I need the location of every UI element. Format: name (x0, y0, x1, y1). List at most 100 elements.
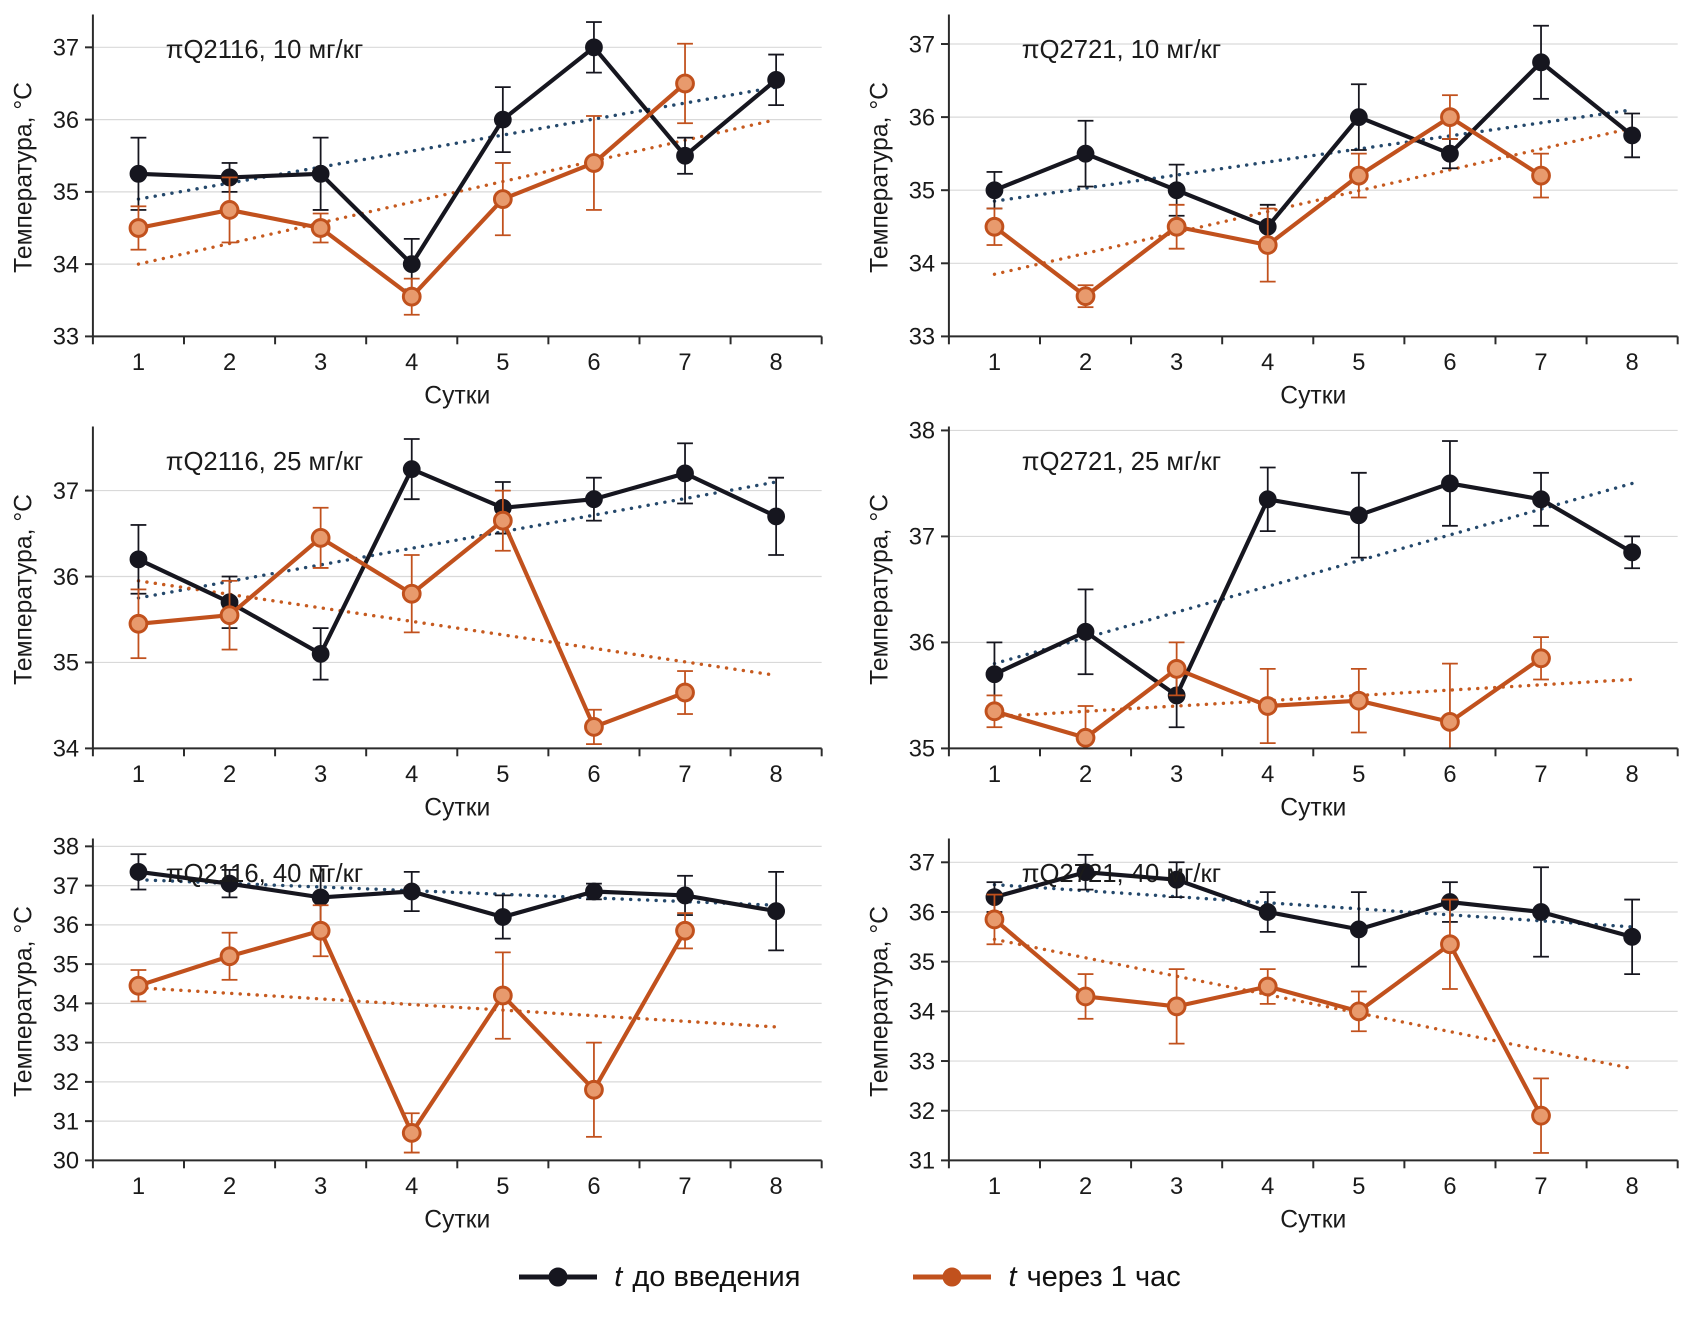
x-tick-label: 5 (1352, 1174, 1365, 1200)
data-point (1348, 690, 1369, 711)
data-point (675, 73, 695, 94)
data-point (676, 146, 694, 165)
series-after (984, 94, 1551, 309)
x-tick-label: 5 (496, 1174, 509, 1200)
legend-label-after-prefix: t (1008, 1260, 1017, 1293)
y-tick-label: 34 (908, 1000, 934, 1026)
chart-title: πQ2721, 10 мг/кг (1021, 36, 1220, 64)
data-point (1257, 696, 1278, 716)
x-tick-label: 7 (678, 762, 691, 788)
x-tick-label: 8 (1625, 762, 1638, 788)
trend-line (136, 117, 778, 266)
data-point (1076, 622, 1094, 641)
x-tick-label: 1 (132, 350, 145, 376)
data-point (1622, 927, 1641, 946)
x-tick-label: 4 (1261, 762, 1274, 788)
y-tick-label: 37 (53, 36, 79, 62)
x-tick-label: 3 (314, 350, 327, 376)
x-tick-label: 6 (587, 1174, 600, 1200)
y-tick-label: 34 (53, 737, 79, 763)
series-after (984, 636, 1551, 750)
data-point (1167, 181, 1186, 200)
data-point (1349, 920, 1368, 939)
data-point (401, 583, 422, 604)
y-axis-label: Температура, °С (866, 82, 893, 273)
x-tick-label: 4 (1261, 350, 1274, 376)
data-point (984, 701, 1004, 722)
y-tick-label: 31 (908, 1149, 934, 1175)
x-tick-label: 2 (1078, 762, 1091, 788)
chart-pq2721-40mg: 31 32 33 34 35 36 37 1 2 3 4 5 6 7 8 Сутки Температура, … (862, 828, 1692, 1240)
chart-title: πQ2116, 40 мг/кг (166, 860, 363, 888)
data-point (311, 164, 330, 183)
data-point (984, 909, 1004, 930)
data-point (220, 874, 239, 893)
data-point (1075, 986, 1095, 1007)
x-tick-label: 3 (314, 762, 327, 788)
x-tick-label: 5 (496, 762, 509, 788)
x-tick-label: 5 (1352, 762, 1365, 788)
x-tick-label: 4 (405, 762, 418, 788)
y-tick-label: 36 (53, 565, 79, 591)
y-tick-label: 37 (53, 874, 79, 900)
y-tick-label: 37 (908, 525, 934, 551)
x-tick-label: 5 (1352, 350, 1365, 376)
data-point (402, 882, 421, 901)
x-tick-label: 6 (1443, 762, 1456, 788)
x-tick-label: 6 (587, 762, 600, 788)
data-point (1440, 474, 1459, 493)
data-point (128, 218, 149, 238)
y-tick-label: 37 (908, 32, 934, 58)
chart-pq2116-40mg: 30 31 32 33 34 35 36 37 38 1 2 3 4 5 6 7 8 Сутки Температу… (6, 828, 836, 1240)
y-tick-label: 33 (908, 1049, 934, 1075)
x-tick-label: 1 (132, 1174, 145, 1200)
x-tick-label: 6 (1443, 350, 1456, 376)
trend-line (136, 85, 778, 201)
series-before (985, 440, 1641, 729)
data-point (985, 665, 1003, 684)
data-point (767, 507, 786, 526)
data-point (1440, 144, 1459, 163)
chart-title: πQ2116, 25 мг/кг (166, 448, 363, 476)
y-axis-label: Температура, °С (11, 82, 38, 273)
data-point (1348, 165, 1369, 186)
data-point (767, 902, 786, 921)
data-point (1349, 506, 1368, 525)
data-point (128, 613, 149, 634)
data-point (129, 862, 148, 881)
x-tick-label: 8 (1625, 350, 1638, 376)
series-before (129, 21, 786, 291)
x-tick-label: 7 (678, 350, 691, 376)
x-tick-label: 2 (223, 762, 236, 788)
data-point (1257, 976, 1278, 997)
data-point (1622, 543, 1641, 562)
x-tick-label: 5 (496, 350, 509, 376)
series-line (136, 45, 779, 267)
data-point (1530, 165, 1551, 186)
x-tick-label: 8 (1625, 1174, 1638, 1200)
y-tick-label: 37 (53, 479, 79, 505)
x-axis-label: Сутки (424, 795, 490, 822)
chart-title: πQ2721, 25 мг/кг (1021, 448, 1220, 476)
data-point (1167, 870, 1186, 889)
x-axis-label: Сутки (1280, 383, 1346, 410)
legend-marker-before-icon (516, 1266, 600, 1288)
y-tick-label: 34 (53, 252, 79, 278)
legend-label-after-text: через 1 час (1018, 1260, 1181, 1293)
chart-title: πQ2116, 10 мг/кг (166, 36, 363, 64)
data-point (1531, 53, 1550, 72)
data-point (1166, 659, 1187, 679)
data-point (219, 946, 240, 967)
data-point (310, 218, 331, 238)
x-tick-label: 2 (223, 350, 236, 376)
y-tick-label: 38 (53, 835, 79, 861)
data-point (1530, 1105, 1551, 1126)
data-point (128, 975, 149, 996)
chart-svg-pq2721-25: 35 36 37 38 1 2 3 4 5 6 7 8 Сутки Температура, °С πQ27… (866, 419, 1679, 822)
x-tick-label: 7 (1534, 1174, 1547, 1200)
x-tick-label: 3 (1170, 762, 1183, 788)
x-tick-label: 8 (770, 1174, 783, 1200)
chart-pq2721-10mg: 33 34 35 36 37 1 2 3 4 5 6 7 8 Сутки Температура, °С πQ… (862, 4, 1692, 416)
legend-marker-after-icon (910, 1266, 994, 1288)
